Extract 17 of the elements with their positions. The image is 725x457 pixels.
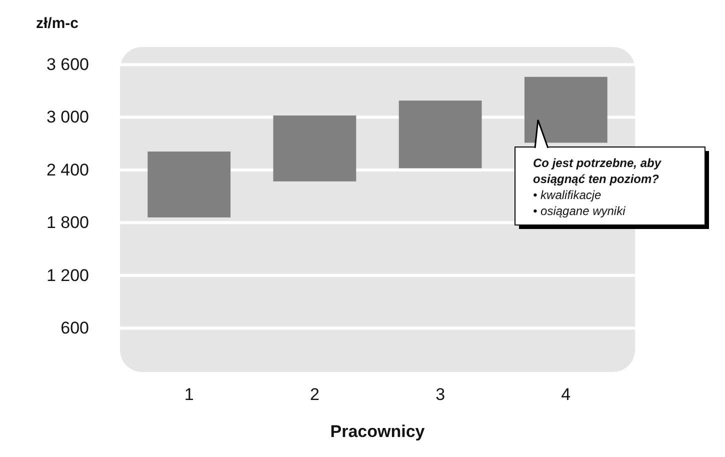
y-tick-label: 1 200 xyxy=(46,266,89,285)
y-tick-label: 1 800 xyxy=(46,213,89,232)
y-tick-label: 600 xyxy=(60,318,89,338)
y-tick-label: 2 400 xyxy=(46,160,89,180)
y-tick-label: 3 600 xyxy=(46,55,89,74)
bar xyxy=(148,152,231,218)
x-tick-label: 2 xyxy=(310,385,320,404)
x-axis-title: Pracownicy xyxy=(330,422,426,441)
y-tick-label: 3 000 xyxy=(46,108,89,127)
y-axis-title: zł/m-c xyxy=(36,15,79,32)
x-tick-label: 1 xyxy=(184,385,194,404)
bar xyxy=(398,100,482,168)
annotation: Co jest potrzebne, aby osiągnąć ten poziom? • kwalifikacje • osiągane wyniki xyxy=(533,156,662,218)
bar xyxy=(273,116,356,182)
x-tick-label: 3 xyxy=(436,385,446,404)
x-tick-label: 4 xyxy=(561,385,571,404)
bar xyxy=(524,76,608,143)
